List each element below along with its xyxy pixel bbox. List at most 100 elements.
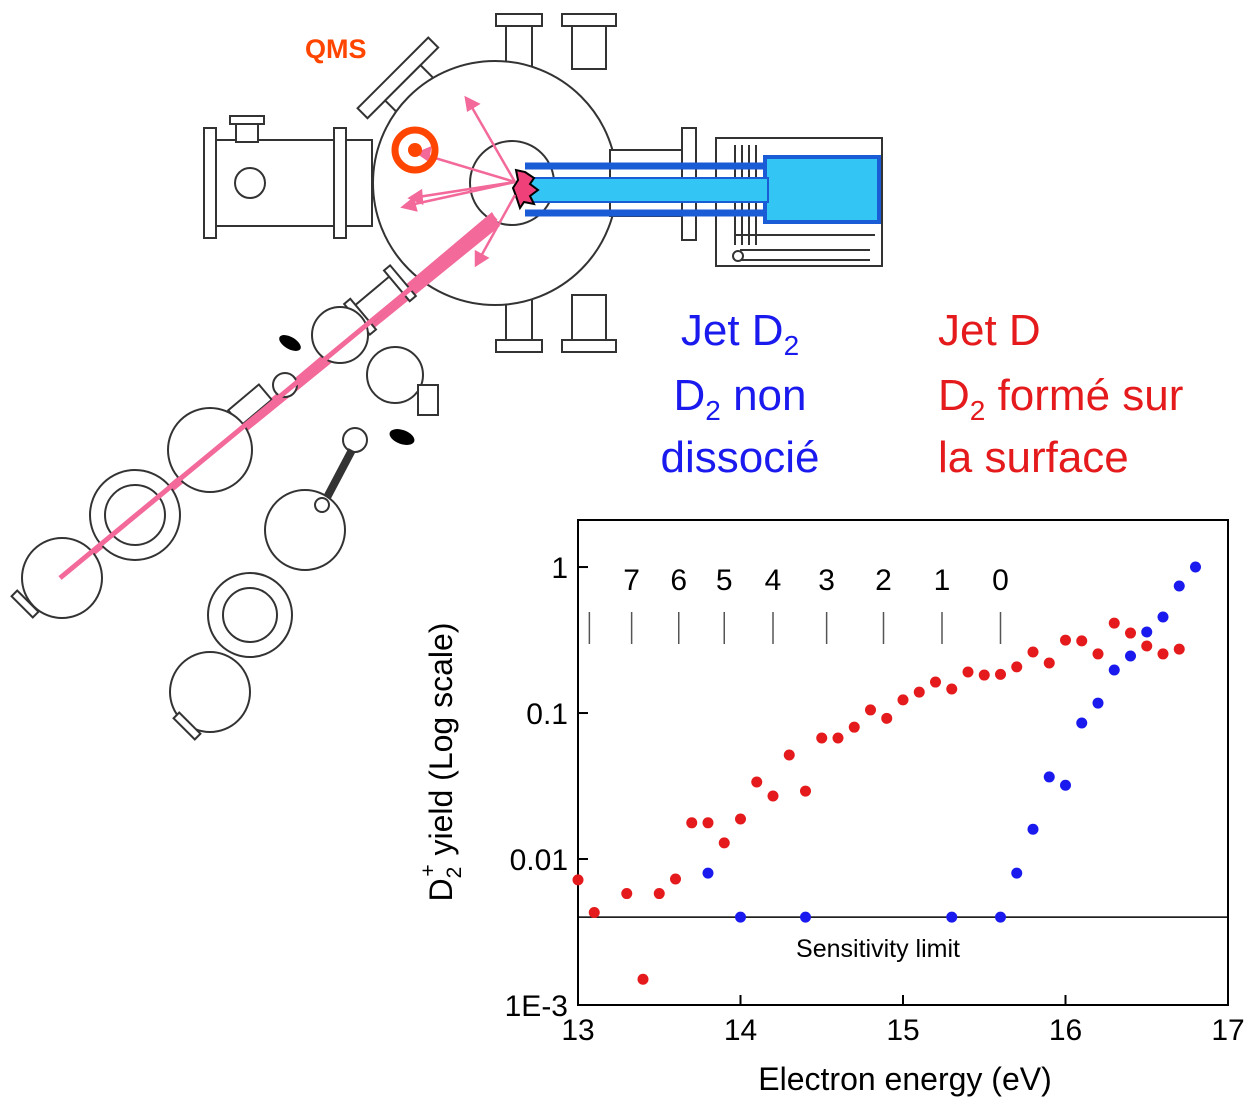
data-point [1108, 617, 1120, 629]
data-point [686, 817, 698, 829]
data-point [913, 686, 925, 698]
x-tick-label: 14 [724, 1014, 757, 1047]
data-point [653, 888, 665, 900]
x-tick-label: 15 [886, 1014, 919, 1047]
data-point [1141, 626, 1153, 638]
data-point [1092, 697, 1104, 709]
legend-line: la surface [938, 433, 1129, 482]
data-point [881, 712, 893, 724]
y-tick-label: 1E-3 [505, 990, 568, 1023]
subscript: 2 [784, 330, 800, 361]
subscript: 2 [970, 395, 986, 426]
legend-blue: Jet D2 D2 non dissocié [661, 306, 820, 482]
data-point [1076, 635, 1088, 647]
data-point [1060, 634, 1071, 646]
text: dissocié [661, 433, 820, 482]
legend-red: Jet D D2 formé sur la surface [938, 306, 1183, 482]
data-point [783, 749, 795, 761]
data-point [1027, 823, 1039, 835]
superscript: + [417, 864, 440, 876]
x-tick-label: 13 [561, 1014, 594, 1047]
text: non [721, 371, 807, 420]
level-label: 2 [875, 564, 892, 597]
data-point [946, 911, 958, 923]
data-point [1060, 779, 1071, 791]
data-point [637, 973, 649, 985]
data-point [816, 732, 828, 744]
data-point [1011, 867, 1023, 879]
data-point [1173, 580, 1185, 592]
qms-label: QMS [305, 34, 367, 64]
text: D [938, 371, 970, 420]
level-label: 7 [623, 564, 640, 597]
data-point [832, 732, 844, 744]
x-tick-label: 17 [1211, 1014, 1244, 1047]
data-point [1157, 611, 1169, 623]
y-axis-title: D2+ yield (Log scale) [417, 623, 466, 902]
text: Jet D [681, 306, 784, 355]
text: Jet D [938, 306, 1041, 355]
data-point [1076, 717, 1088, 729]
data-point [995, 668, 1006, 680]
data-point [1141, 640, 1153, 652]
data-point [848, 721, 860, 733]
data-point [718, 837, 730, 849]
subscript: 2 [443, 867, 466, 879]
data-point [735, 813, 746, 825]
data-point [800, 785, 811, 797]
data-point [897, 694, 909, 706]
data-point [1173, 643, 1185, 655]
data-point [1092, 648, 1104, 660]
data-point [751, 776, 763, 788]
data-point [1125, 627, 1136, 639]
text: D [423, 878, 459, 901]
text: yield (Log scale) [423, 623, 459, 865]
data-point [995, 911, 1006, 923]
data-point [978, 669, 990, 681]
data-point [767, 790, 779, 802]
data-point [1190, 561, 1201, 573]
x-axis-title: Electron energy (eV) [758, 1061, 1051, 1097]
data-point [735, 911, 746, 923]
data-point [1043, 657, 1055, 669]
y-tick-label: 1 [551, 552, 568, 585]
text: D [674, 371, 706, 420]
sensitivity-label: Sensitivity limit [796, 935, 960, 963]
data-point [1011, 661, 1023, 673]
level-label: 4 [765, 564, 782, 597]
legend-line: Jet D [938, 306, 1041, 355]
apparatus [10, 13, 883, 741]
data-point [1027, 646, 1039, 658]
legend-line: D2 formé sur [938, 371, 1183, 426]
data-point [962, 666, 974, 678]
level-label: 6 [670, 564, 687, 597]
data-point [930, 676, 941, 688]
y-tick-label: 0.01 [510, 844, 568, 877]
level-label: 5 [716, 564, 733, 597]
level-label: 3 [818, 564, 835, 597]
legend-line: Jet D2 [681, 306, 799, 361]
data-point [946, 683, 958, 695]
data-point [702, 867, 714, 879]
legend-line: D2 non [674, 371, 807, 426]
data-point [670, 873, 681, 885]
y-tick-label: 0.1 [526, 698, 568, 731]
data-point [621, 888, 633, 900]
data-point [800, 911, 811, 923]
legend-line: dissocié [661, 433, 820, 482]
data-point [1108, 664, 1120, 676]
data-point [1125, 650, 1136, 662]
x-tick-label: 16 [1049, 1014, 1082, 1047]
data-point [1157, 648, 1169, 660]
text: la surface [938, 433, 1129, 482]
data-point [588, 907, 600, 919]
subscript: 2 [705, 395, 721, 426]
data-point [1043, 771, 1055, 783]
data-point [865, 704, 876, 716]
text: formé sur [985, 371, 1183, 420]
level-label: 1 [934, 564, 951, 597]
data-point [702, 817, 714, 829]
data-point [572, 874, 584, 886]
